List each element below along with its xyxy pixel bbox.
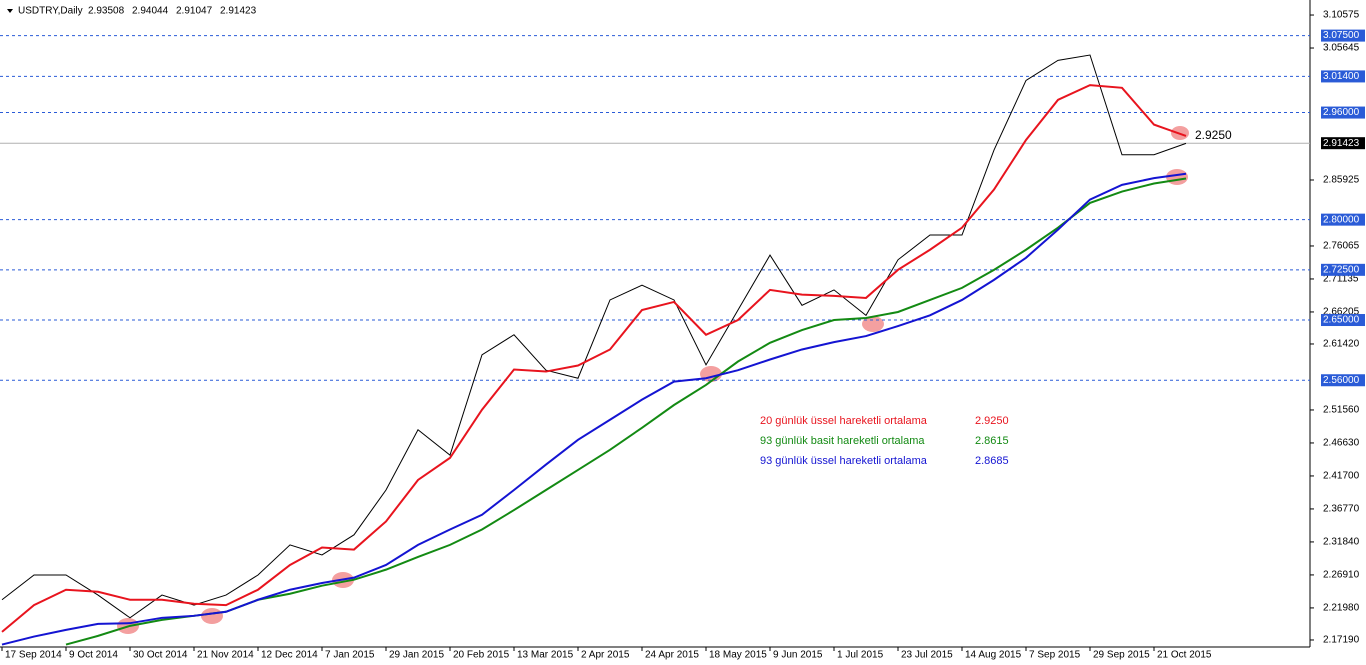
- x-tick-label: 21 Oct 2015: [1157, 650, 1212, 661]
- symbol: USDTRY,Daily: [18, 6, 83, 17]
- x-tick-label: 29 Sep 2015: [1093, 650, 1150, 661]
- current-price-label: 2.91423: [1323, 138, 1360, 149]
- level-label: 2.80000: [1323, 214, 1360, 225]
- y-tick-label: 3.05645: [1323, 43, 1360, 54]
- current-price-box: [1321, 137, 1365, 150]
- y-tick-label: 2.61420: [1323, 339, 1360, 350]
- level-label-box: [1321, 70, 1365, 83]
- x-tick-label: 24 Apr 2015: [645, 650, 699, 661]
- y-tick-label: 2.85925: [1323, 175, 1360, 186]
- y-tick-label: 2.46630: [1323, 438, 1360, 449]
- price-note: 2.9250: [1195, 128, 1232, 142]
- level-label: 2.56000: [1323, 375, 1360, 386]
- level-label: 3.01400: [1323, 71, 1360, 82]
- x-tick-label: 23 Jul 2015: [901, 650, 953, 661]
- level-label: 2.72500: [1323, 264, 1360, 275]
- level-label-box: [1321, 29, 1365, 42]
- y-tick-label: 2.76065: [1323, 241, 1360, 252]
- x-tick-label: 7 Jan 2015: [325, 650, 375, 661]
- y-tick-label: 2.26910: [1323, 570, 1360, 581]
- ohlc-open: 2.93508: [88, 6, 125, 17]
- x-tick-label: 9 Oct 2014: [69, 650, 118, 661]
- x-tick-label: 12 Dec 2014: [261, 650, 318, 661]
- ma-line: [1, 84, 1187, 633]
- y-tick-label: 3.10575: [1323, 10, 1360, 21]
- x-tick-label: 9 Jun 2015: [773, 650, 823, 661]
- touch-marker: [700, 366, 722, 382]
- x-tick-label: 21 Nov 2014: [197, 650, 254, 661]
- ohlc-close: 2.91423: [220, 6, 257, 17]
- level-label: 2.96000: [1323, 107, 1360, 118]
- x-tick-label: 17 Sep 2014: [5, 650, 62, 661]
- ohlc-high: 2.94044: [132, 6, 169, 17]
- level-label-box: [1321, 106, 1365, 119]
- y-tick-label: 2.36770: [1323, 504, 1360, 515]
- x-tick-label: 29 Jan 2015: [389, 650, 444, 661]
- y-tick-label: 2.17190: [1323, 635, 1360, 646]
- x-tick-label: 14 Aug 2015: [965, 650, 1022, 661]
- legend-label: 93 günlük üssel hareketli ortalama: [760, 455, 928, 467]
- x-tick-label: 18 May 2015: [709, 650, 767, 661]
- menu-arrow[interactable]: [7, 9, 13, 13]
- x-tick-label: 30 Oct 2014: [133, 650, 188, 661]
- legend-label: 20 günlük üssel hareketli ortalama: [760, 415, 928, 427]
- legend-value: 2.9250: [975, 415, 1009, 427]
- touch-marker: [201, 608, 223, 624]
- legend-label: 93 günlük basit hareketli ortalama: [760, 435, 925, 447]
- level-label-box: [1321, 314, 1365, 327]
- level-label: 3.07500: [1323, 30, 1360, 41]
- level-label-box: [1321, 263, 1365, 276]
- level-label-box: [1321, 374, 1365, 387]
- y-tick-label: 2.41700: [1323, 471, 1360, 482]
- y-tick-label: 2.21980: [1323, 603, 1360, 614]
- ma-line: [1, 172, 1187, 646]
- x-tick-label: 7 Sep 2015: [1029, 650, 1081, 661]
- x-tick-label: 1 Jul 2015: [837, 650, 884, 661]
- level-label-box: [1321, 213, 1365, 226]
- x-tick-label: 2 Apr 2015: [581, 650, 630, 661]
- legend-value: 2.8615: [975, 435, 1009, 447]
- y-tick-label: 2.51560: [1323, 405, 1360, 416]
- x-tick-label: 13 Mar 2015: [517, 650, 574, 661]
- x-tick-label: 20 Feb 2015: [453, 650, 510, 661]
- y-tick-label: 2.31840: [1323, 537, 1360, 548]
- y-tick-label: 2.71135: [1323, 274, 1359, 285]
- legend-value: 2.8685: [975, 455, 1009, 467]
- level-label: 2.65000: [1323, 315, 1360, 326]
- y-tick-label: 2.66205: [1323, 307, 1360, 318]
- ohlc-low: 2.91047: [176, 6, 213, 17]
